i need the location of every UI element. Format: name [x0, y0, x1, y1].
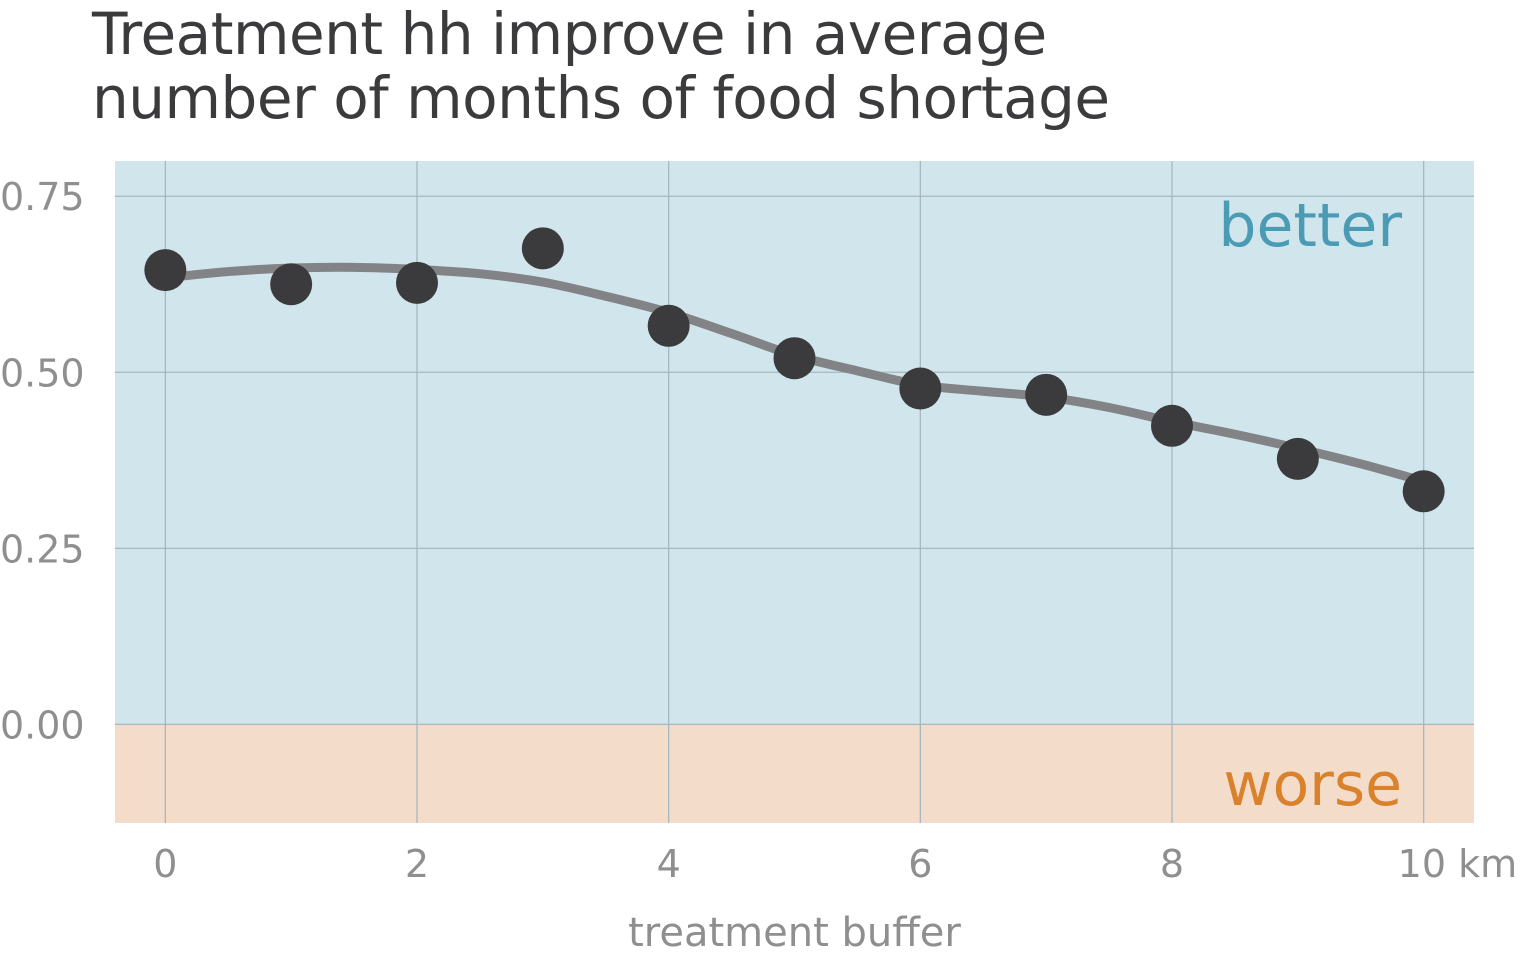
y-tick-label: 0.75: [0, 175, 85, 219]
data-point: [144, 249, 187, 292]
data-point: [1402, 470, 1445, 513]
data-points: [144, 227, 1445, 513]
data-point: [270, 263, 313, 306]
x-tick-label: 4: [657, 842, 681, 886]
zone-label-worse: worse: [1223, 750, 1402, 820]
y-tick-label: 0.50: [0, 351, 85, 395]
data-point: [1151, 404, 1193, 447]
chart-title-line-1: Treatment hh improve in average: [92, 0, 1047, 68]
x-axis-tick-labels: 0 2 4 6 8 10 km: [153, 842, 1517, 886]
background-zones: [115, 161, 1474, 823]
y-axis-tick-labels: 0.00 0.25 0.50 0.75: [0, 175, 85, 747]
data-point: [773, 337, 816, 380]
y-tick-label: 0.00: [0, 703, 85, 747]
data-point: [899, 367, 942, 410]
x-tick-label: 0: [153, 842, 177, 886]
zone-worse: [115, 724, 1474, 823]
chart-title: Treatment hh improve in average number o…: [92, 2, 1110, 130]
data-point: [396, 261, 438, 304]
zone-label-better: better: [1218, 191, 1402, 261]
zone-labels: better worse: [1218, 191, 1402, 820]
data-point: [647, 304, 690, 347]
zone-better: [115, 161, 1474, 725]
x-axis-title: treatment buffer: [628, 910, 961, 956]
data-point: [1276, 437, 1319, 480]
x-tick-label: 2: [405, 842, 429, 886]
data-point: [521, 227, 564, 270]
data-point: [1025, 373, 1068, 416]
x-tick-label: 10 km: [1398, 842, 1517, 886]
y-tick-label: 0.25: [0, 527, 85, 571]
x-tick-label: 6: [908, 842, 932, 886]
chart-title-line-2: number of months of food shortage: [92, 64, 1110, 132]
x-tick-label: 8: [1160, 842, 1184, 886]
